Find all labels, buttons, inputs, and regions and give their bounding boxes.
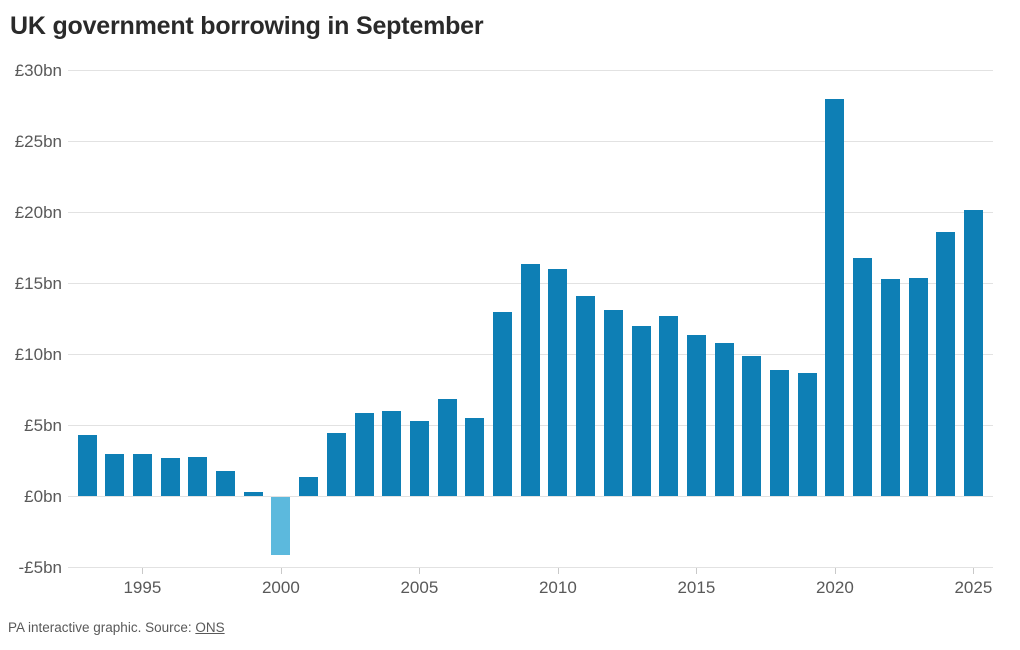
- y-axis-tick-label: £20bn: [14, 202, 62, 222]
- bar-2018[interactable]: [770, 370, 789, 497]
- x-axis-tick-label: 2000: [261, 578, 300, 597]
- bar-2020[interactable]: [825, 98, 845, 497]
- bar-2016[interactable]: [714, 343, 734, 497]
- y-axis-tick-label: £30bn: [14, 60, 62, 80]
- bar-1998[interactable]: [216, 470, 235, 497]
- bar-2021[interactable]: [853, 257, 873, 497]
- y-axis-tick-label: £0bn: [24, 486, 62, 506]
- bar-1995[interactable]: [132, 453, 152, 497]
- x-axis-tick-label: 2020: [815, 578, 854, 597]
- bar-2009[interactable]: [520, 263, 540, 497]
- y-axis-tick-label: -£5bn: [18, 557, 62, 577]
- x-axis-tick-label: 1995: [123, 578, 162, 597]
- bar-2008[interactable]: [493, 311, 512, 497]
- bar-2023[interactable]: [908, 277, 928, 497]
- bar-2010[interactable]: [548, 269, 568, 497]
- y-axis-tick-label: £25bn: [14, 131, 62, 151]
- gridline-£20bn: [68, 212, 993, 213]
- bar-2001[interactable]: [299, 476, 319, 497]
- x-axis-tick: [142, 567, 144, 574]
- bar-2022[interactable]: [880, 279, 900, 497]
- x-axis-tick: [696, 567, 698, 574]
- x-axis-tick-label: 2015: [677, 578, 716, 597]
- bar-1993[interactable]: [77, 435, 97, 497]
- x-axis-tick: [557, 567, 559, 574]
- x-axis-tick-label: 2010: [538, 578, 577, 597]
- gridline-£30bn: [68, 70, 993, 71]
- bar-1999[interactable]: [243, 492, 263, 497]
- x-axis-tick: [419, 567, 421, 574]
- y-axis-tick-label: £10bn: [14, 344, 62, 364]
- bar-2013[interactable]: [631, 326, 651, 497]
- bar-1997[interactable]: [188, 456, 208, 497]
- bar-2004[interactable]: [382, 411, 402, 497]
- gridline-£25bn: [68, 141, 993, 142]
- bar-2024[interactable]: [936, 232, 956, 497]
- bar-2005[interactable]: [409, 421, 429, 497]
- bar-2000[interactable]: [271, 496, 291, 555]
- chart-title: UK government borrowing in September: [10, 12, 484, 40]
- gridline--£5bn: [68, 567, 993, 568]
- bar-2015[interactable]: [686, 334, 706, 497]
- x-axis-tick: [280, 567, 282, 574]
- bar-2003[interactable]: [354, 412, 374, 497]
- bar-2019[interactable]: [797, 372, 817, 497]
- bar-1994[interactable]: [105, 453, 125, 497]
- bar-2002[interactable]: [326, 432, 346, 497]
- source-link-ons[interactable]: ONS: [195, 620, 225, 635]
- x-axis-tick-label: 2005: [400, 578, 439, 597]
- gridline-£0bn: [68, 496, 993, 497]
- y-axis-tick-label: £15bn: [14, 273, 62, 293]
- footer-credit: PA interactive graphic. Source: ONS: [8, 620, 225, 635]
- x-axis-tick: [973, 567, 975, 574]
- footer-credit-text: PA interactive graphic. Source:: [8, 620, 196, 635]
- bar-2006[interactable]: [437, 398, 457, 497]
- bar-2017[interactable]: [742, 355, 762, 497]
- bar-2025[interactable]: [963, 209, 983, 497]
- bar-2007[interactable]: [465, 418, 485, 497]
- x-axis-tick-label: 2025: [954, 578, 993, 597]
- y-axis-tick-label: £5bn: [24, 415, 62, 435]
- x-axis-tick: [834, 567, 836, 574]
- bar-1996[interactable]: [160, 458, 180, 497]
- bar-2014[interactable]: [659, 316, 679, 497]
- bar-2012[interactable]: [603, 310, 623, 497]
- bar-2011[interactable]: [576, 296, 596, 497]
